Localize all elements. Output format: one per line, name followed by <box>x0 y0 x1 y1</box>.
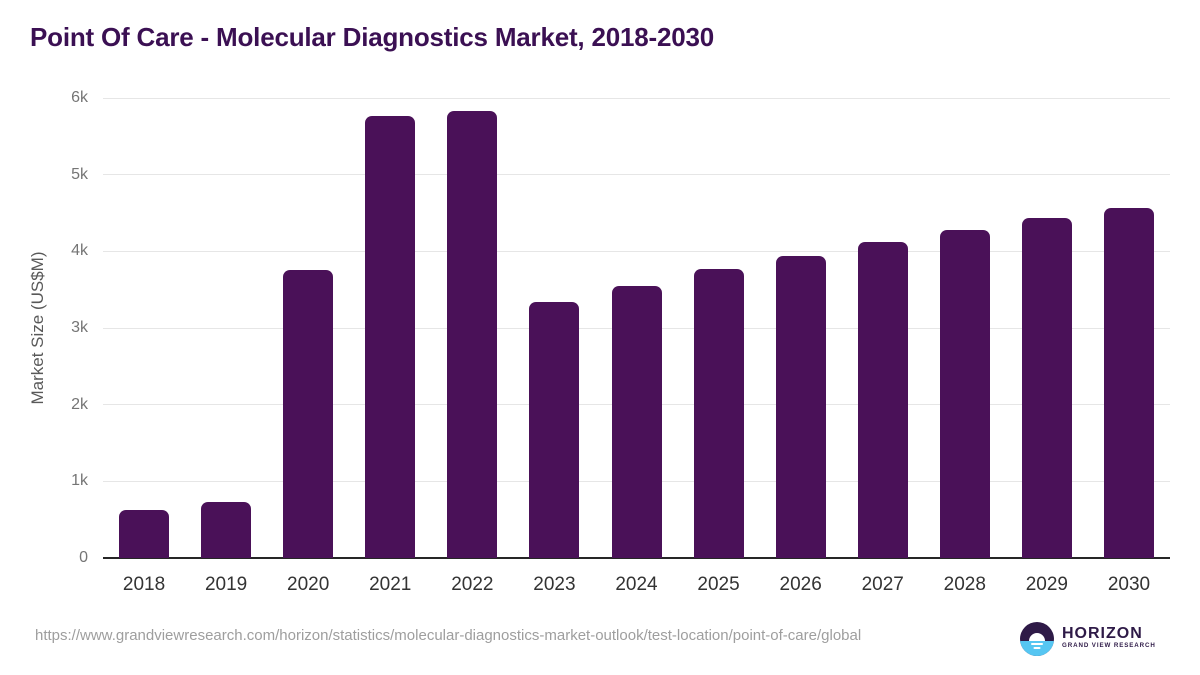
bar-2021[interactable] <box>365 115 416 558</box>
x-label-2027: 2027 <box>861 574 904 595</box>
bar-2019[interactable] <box>201 502 252 558</box>
chart-title: Point Of Care - Molecular Diagnostics Ma… <box>30 22 715 52</box>
y-tick-label-0: 0 <box>79 549 88 566</box>
x-label-2024: 2024 <box>615 574 658 595</box>
x-label-2028: 2028 <box>943 574 986 595</box>
y-tick-label-6k: 6k <box>71 89 88 106</box>
y-tick-label-2k: 2k <box>71 395 88 413</box>
water-half <box>1020 640 1054 656</box>
y-tick-label-5k: 5k <box>71 165 88 183</box>
x-label-2020: 2020 <box>287 574 330 595</box>
bar-2029[interactable] <box>1021 218 1072 558</box>
bar-2022[interactable] <box>447 111 498 558</box>
logo-subbrand: GRAND VIEW RESEARCH <box>1062 642 1156 649</box>
y-tick-label-1k: 1k <box>71 472 88 490</box>
y-tick-label-4k: 4k <box>71 242 88 260</box>
x-axis-line <box>103 557 1170 559</box>
plot-area <box>103 97 1170 559</box>
logo-brand: HORIZON <box>1062 625 1143 642</box>
bar-2020[interactable] <box>283 269 334 558</box>
x-label-2018: 2018 <box>122 574 166 595</box>
bar-2028[interactable] <box>939 229 990 558</box>
horizon-logo: HORIZON GRAND VIEW RESEARCH <box>1020 622 1180 658</box>
gridline-6k <box>103 97 1170 99</box>
x-label-2025: 2025 <box>697 574 740 595</box>
reflection-dash <box>1031 642 1043 646</box>
x-label-2026: 2026 <box>779 574 822 595</box>
bar-2027[interactable] <box>857 242 908 558</box>
bar-2023[interactable] <box>529 301 580 558</box>
x-label-2021: 2021 <box>369 574 412 595</box>
bar-2018[interactable] <box>119 509 170 558</box>
bar-2030[interactable] <box>1103 208 1154 558</box>
gridline-5k <box>103 174 1170 176</box>
bar-2024[interactable] <box>611 285 662 558</box>
reflection-dash <box>1033 647 1041 650</box>
bar-2026[interactable] <box>775 255 826 558</box>
x-label-2029: 2029 <box>1025 574 1069 595</box>
x-label-2022: 2022 <box>451 574 494 595</box>
gridline-4k <box>103 250 1170 252</box>
horizon-sun-icon <box>1020 622 1054 656</box>
x-label-2030: 2030 <box>1107 574 1151 595</box>
source-url: https://www.grandviewresearch.com/horizo… <box>35 627 862 644</box>
x-label-2023: 2023 <box>533 574 576 595</box>
bar-2025[interactable] <box>693 268 744 558</box>
y-tick-label-3k: 3k <box>71 319 88 336</box>
x-label-2019: 2019 <box>204 574 248 595</box>
